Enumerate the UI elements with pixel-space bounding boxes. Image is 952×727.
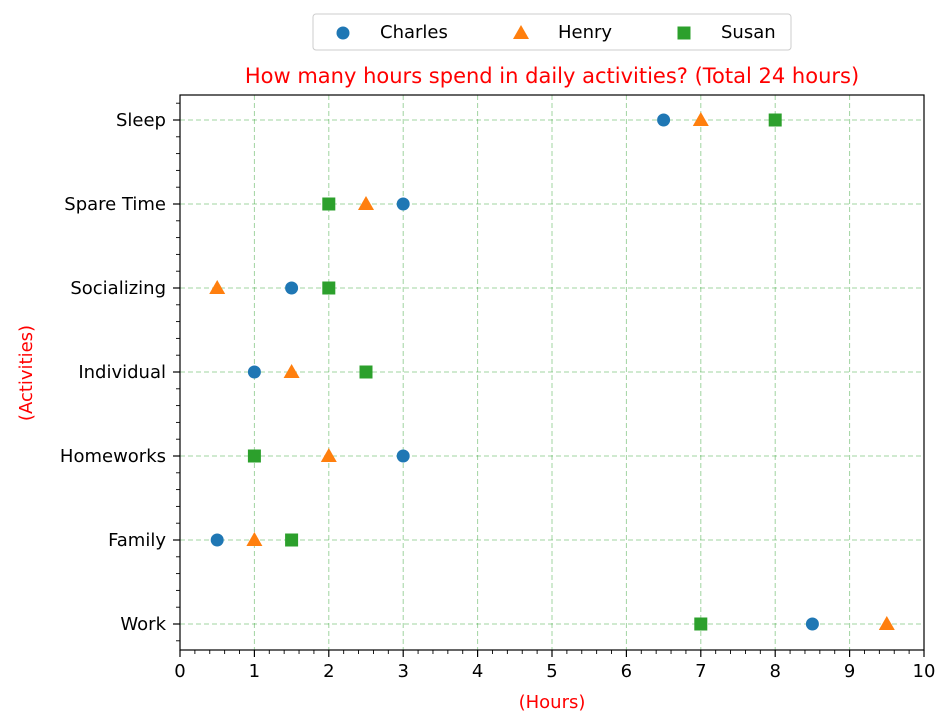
series-henry bbox=[209, 112, 895, 630]
x-tick-label: 8 bbox=[769, 661, 780, 682]
legend-marker-charles bbox=[336, 26, 350, 40]
henry-point bbox=[878, 616, 895, 630]
x-tick-label: 6 bbox=[621, 661, 632, 682]
y-tick-label: Sleep bbox=[116, 110, 166, 131]
charles-point bbox=[805, 617, 819, 631]
henry-point bbox=[283, 364, 300, 378]
x-tick-label: 3 bbox=[397, 661, 408, 682]
x-tick-label: 4 bbox=[472, 661, 483, 682]
legend-marker-susan bbox=[677, 26, 691, 40]
legend-label: Susan bbox=[721, 22, 776, 43]
minor-ticks bbox=[176, 102, 910, 654]
chart-title: How many hours spend in daily activities… bbox=[245, 64, 859, 88]
y-tick-labels: Work Family Homeworks Individual Socializing… bbox=[60, 110, 167, 635]
y-tick-label: Socializing bbox=[70, 278, 166, 299]
legend-item-susan: Susan bbox=[677, 22, 776, 43]
y-tick-label: Family bbox=[108, 530, 166, 551]
charles-point bbox=[396, 449, 410, 463]
henry-point bbox=[320, 448, 337, 462]
charles-point bbox=[285, 281, 299, 295]
y-tick-label: Spare Time bbox=[64, 194, 166, 215]
y-axis-label: (Activities) bbox=[16, 325, 37, 421]
legend-item-henry: Henry bbox=[513, 22, 612, 43]
legend-frame bbox=[312, 13, 792, 51]
susan-point bbox=[694, 617, 708, 631]
charles-point bbox=[210, 533, 224, 547]
grid bbox=[179, 95, 925, 650]
major-ticks bbox=[173, 119, 925, 657]
x-tick-label: 0 bbox=[174, 661, 185, 682]
charles-point bbox=[657, 113, 671, 127]
y-tick-label: Homeworks bbox=[60, 446, 166, 467]
x-tick-label: 1 bbox=[249, 661, 260, 682]
x-tick-label: 5 bbox=[546, 661, 557, 682]
susan-point bbox=[285, 533, 299, 547]
x-tick-labels: 0 1 2 3 4 5 6 7 8 9 10 bbox=[174, 661, 935, 682]
charles-point bbox=[247, 365, 261, 379]
susan-point bbox=[322, 281, 336, 295]
henry-point bbox=[209, 280, 226, 294]
data-points bbox=[209, 112, 895, 631]
susan-point bbox=[359, 365, 373, 379]
y-tick-label: Individual bbox=[78, 362, 166, 383]
susan-point bbox=[247, 449, 261, 463]
series-susan bbox=[247, 113, 782, 631]
x-tick-label: 10 bbox=[913, 661, 936, 682]
series-charles bbox=[210, 113, 819, 631]
y-tick-label: Work bbox=[120, 614, 166, 635]
legend-item-charles: Charles bbox=[336, 22, 448, 43]
x-tick-label: 7 bbox=[695, 661, 706, 682]
susan-point bbox=[322, 197, 336, 211]
x-tick-label: 9 bbox=[844, 661, 855, 682]
susan-point bbox=[768, 113, 782, 127]
legend-label: Henry bbox=[558, 22, 612, 43]
henry-point bbox=[358, 196, 374, 210]
x-axis-label: (Hours) bbox=[519, 692, 586, 713]
charles-point bbox=[396, 197, 410, 211]
legend-marker-henry bbox=[513, 25, 529, 39]
plot-frame bbox=[179, 94, 925, 651]
legend: Charles Henry Susan bbox=[312, 13, 792, 51]
x-tick-label: 2 bbox=[323, 661, 334, 682]
henry-point bbox=[246, 532, 263, 546]
legend-label: Charles bbox=[380, 22, 448, 43]
henry-point bbox=[692, 112, 709, 126]
